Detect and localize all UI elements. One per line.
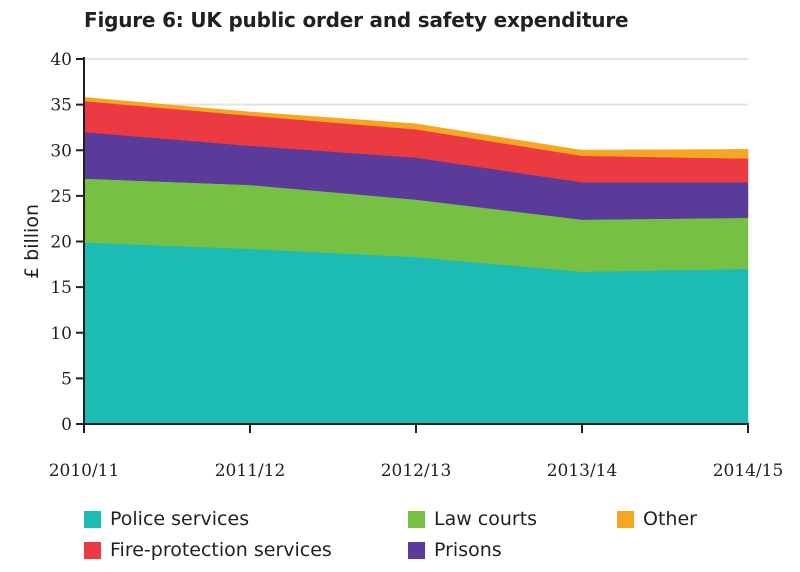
y-tick-label: 40 (50, 50, 72, 70)
y-tick-label: 5 (61, 369, 72, 389)
y-tick-label: 15 (50, 278, 72, 298)
y-tick-label: 10 (50, 324, 72, 344)
y-tick-label: 30 (50, 141, 72, 161)
y-tick-label: 25 (50, 187, 72, 207)
x-tick-label: 2013/14 (547, 461, 618, 481)
x-tick-label: 2012/13 (381, 461, 452, 481)
area-other (83, 97, 749, 159)
y-tick-label: 0 (61, 415, 72, 435)
x-tick-label: 2011/12 (215, 461, 286, 481)
y-tick-label: 35 (50, 96, 72, 116)
chart-title: Figure 6: UK public order and safety exp… (84, 8, 629, 32)
x-tick-label: 2014/15 (713, 461, 784, 481)
x-tick-label: 2010/11 (49, 461, 120, 481)
y-tick-label: 20 (50, 233, 72, 253)
y-axis-label: £ billion (21, 204, 43, 279)
